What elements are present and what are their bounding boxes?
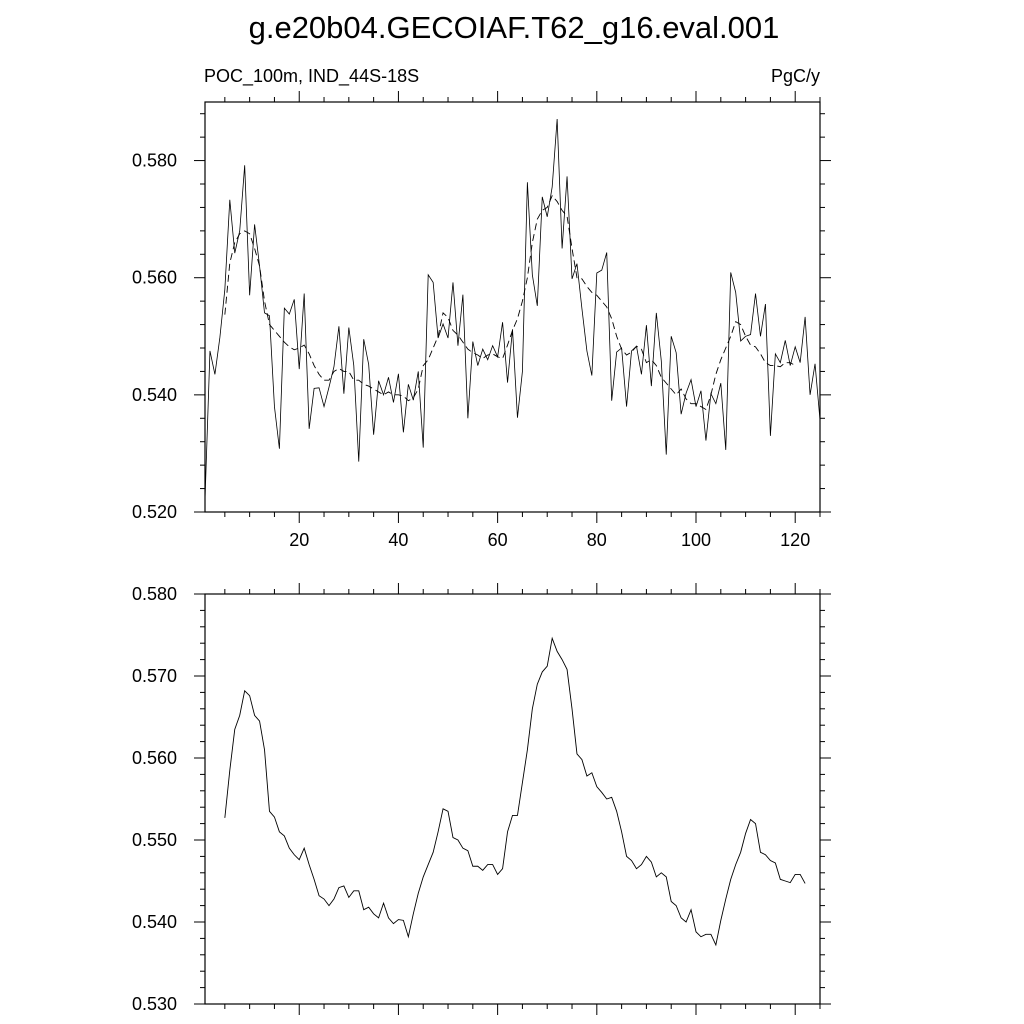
bottom-series-solid-line bbox=[224, 636, 806, 947]
units-label: PgC/y bbox=[771, 66, 820, 86]
bottom-y-tick-label: 0.560 bbox=[132, 748, 177, 768]
top-x-tick-label: 40 bbox=[388, 530, 408, 550]
bottom-y-tick-label: 0.530 bbox=[132, 994, 177, 1014]
bottom-y-tick-label: 0.570 bbox=[132, 666, 177, 686]
top-plot: 20 40 60 80 100 120 0.520 0.540 0.560 0.580 bbox=[132, 91, 831, 550]
top-x-tick-label: 80 bbox=[587, 530, 607, 550]
top-y-tick-label: 0.560 bbox=[132, 268, 177, 288]
top-x-tick-label: 120 bbox=[780, 530, 810, 550]
top-series-solid-line bbox=[204, 118, 821, 500]
bottom-plot-frame bbox=[204, 593, 821, 1005]
variable-region-label: POC_100m, IND_44S-18S bbox=[204, 66, 419, 87]
top-x-tick-label: 20 bbox=[289, 530, 309, 550]
top-plot-frame bbox=[204, 101, 821, 513]
top-series-dashed-line bbox=[224, 194, 796, 411]
top-y-tick-label: 0.520 bbox=[132, 502, 177, 522]
chart-title: g.e20b04.GECOIAF.T62_g16.eval.001 bbox=[249, 10, 780, 45]
bottom-y-tick-label: 0.540 bbox=[132, 912, 177, 932]
bottom-y-tick-label: 0.580 bbox=[132, 584, 177, 604]
bottom-plot: 0.530 0.540 0.550 0.560 0.570 0.580 bbox=[132, 583, 831, 1015]
top-y-tick-label: 0.580 bbox=[132, 151, 177, 171]
top-y-tick-label: 0.540 bbox=[132, 385, 177, 405]
top-x-tick-label: 100 bbox=[681, 530, 711, 550]
top-x-tick-label: 60 bbox=[488, 530, 508, 550]
bottom-y-tick-label: 0.550 bbox=[132, 830, 177, 850]
